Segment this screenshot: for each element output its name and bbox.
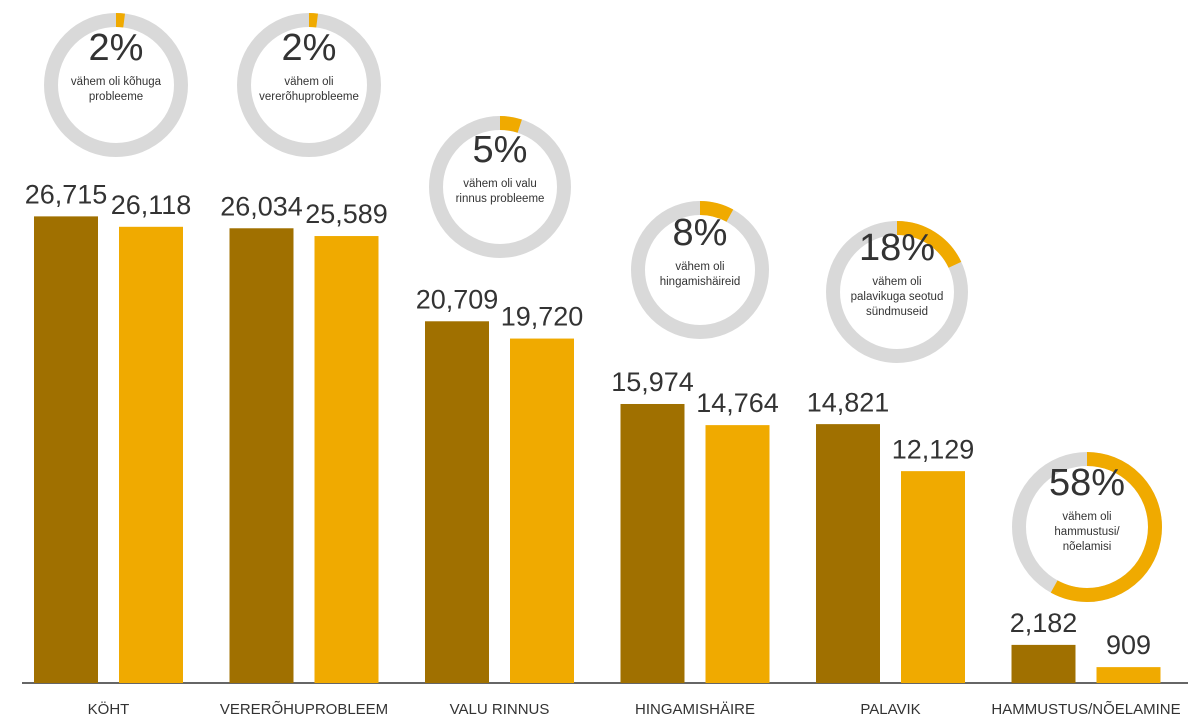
bar: [34, 216, 98, 684]
data-label: 909: [1106, 630, 1151, 660]
donut-arc: [1012, 452, 1162, 602]
donut-text: hingamishäireid: [660, 276, 741, 288]
bar: [425, 321, 489, 683]
bar: [816, 424, 880, 683]
donut-text: hammustusi/: [1054, 526, 1120, 538]
x-tick-label: KÖHT: [88, 700, 130, 718]
data-label: 26,034: [220, 191, 303, 221]
bar: [229, 228, 294, 683]
donut-text: vähem oli: [284, 76, 333, 88]
donut-arc: [631, 201, 769, 339]
bar: [510, 338, 574, 683]
data-label: 14,821: [807, 387, 890, 417]
x-tick-label: HINGAMISHÄIRE: [635, 701, 755, 718]
data-label: 26,118: [111, 190, 192, 220]
donut-text: rinnus probleeme: [456, 193, 545, 205]
bar: [314, 236, 379, 683]
donut-percent: 5%: [473, 129, 528, 171]
data-label: 19,720: [501, 302, 584, 332]
donut-percent: 8%: [673, 212, 728, 254]
bar: [1096, 667, 1161, 683]
x-tick-label: VERERÕHUPROBLEEM: [220, 701, 388, 718]
donut-percent: 58%: [1049, 462, 1125, 504]
donut-text: vähem oli: [1062, 511, 1111, 523]
bar: [1011, 644, 1076, 683]
data-label: 2,182: [1010, 608, 1078, 638]
donut-arc: [826, 221, 968, 363]
donut-arc: [429, 116, 571, 258]
x-tick-label: PALAVIK: [860, 701, 920, 718]
data-label: 12,129: [892, 434, 975, 464]
data-label: 15,974: [611, 367, 694, 397]
donut-arc: [237, 13, 381, 157]
donut-text: vererõhuprobleeme: [259, 91, 359, 103]
donut-percent: 2%: [89, 27, 144, 69]
x-tick-label: VALU RINNUS: [450, 701, 550, 718]
donut-text: nõelamisi: [1063, 541, 1112, 553]
donut-text: vähem oli kõhuga: [71, 76, 162, 88]
data-label: 20,709: [416, 284, 499, 314]
data-label: 25,589: [305, 199, 388, 229]
donut-arc: [44, 13, 188, 157]
donut-text: palavikuga seotud: [851, 291, 944, 303]
donut-text: vähem oli: [675, 261, 724, 273]
bar: [705, 425, 770, 683]
donut-text: vähem oli: [872, 276, 921, 288]
data-label: 26,715: [25, 180, 108, 210]
donut-percent: 2%: [282, 27, 337, 69]
donut-percent: 18%: [859, 227, 935, 269]
donut-text: sündmuseid: [866, 306, 928, 318]
donut-text: vähem oli valu: [463, 178, 537, 190]
data-label: 14,764: [696, 388, 779, 418]
bar: [901, 471, 965, 683]
x-tick-label: HAMMUSTUS/NÕELAMINE: [991, 701, 1180, 718]
bar: [119, 226, 183, 683]
donut-text: probleeme: [89, 91, 143, 103]
bar: [620, 403, 685, 683]
